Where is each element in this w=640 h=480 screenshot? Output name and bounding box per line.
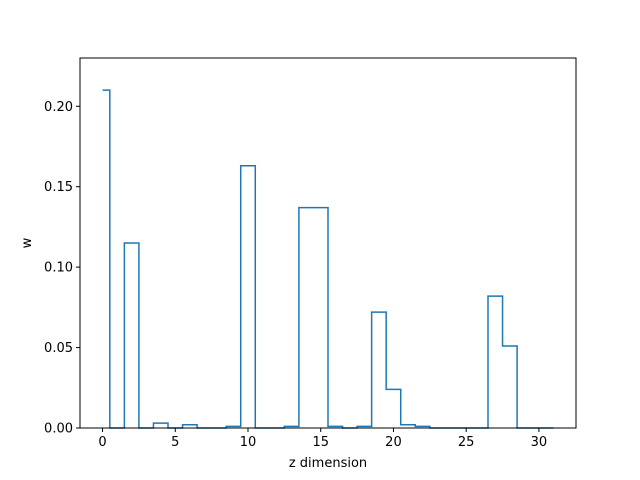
x-tick-label: 10 — [240, 435, 257, 450]
axes-frame — [79, 57, 577, 429]
y-tick-label: 0.15 — [44, 180, 73, 195]
y-axis-ticks: 0.00 0.05 0.10 0.15 0.20 — [44, 100, 80, 437]
y-tick-label: 0.20 — [44, 100, 73, 115]
y-tick-label: 0.10 — [44, 261, 73, 276]
x-axis-ticks: 0 5 10 15 20 25 30 — [98, 428, 547, 450]
x-tick-label: 0 — [98, 435, 106, 450]
y-axis-label: w — [20, 237, 35, 248]
x-tick-label: 30 — [531, 435, 548, 450]
y-tick-label: 0.00 — [44, 422, 73, 437]
x-tick-label: 25 — [458, 435, 475, 450]
x-tick-label: 20 — [385, 435, 402, 450]
x-tick-label: 5 — [171, 435, 179, 450]
x-tick-label: 15 — [312, 435, 329, 450]
x-axis-label: z dimension — [289, 456, 367, 471]
y-tick-label: 0.05 — [44, 341, 73, 356]
